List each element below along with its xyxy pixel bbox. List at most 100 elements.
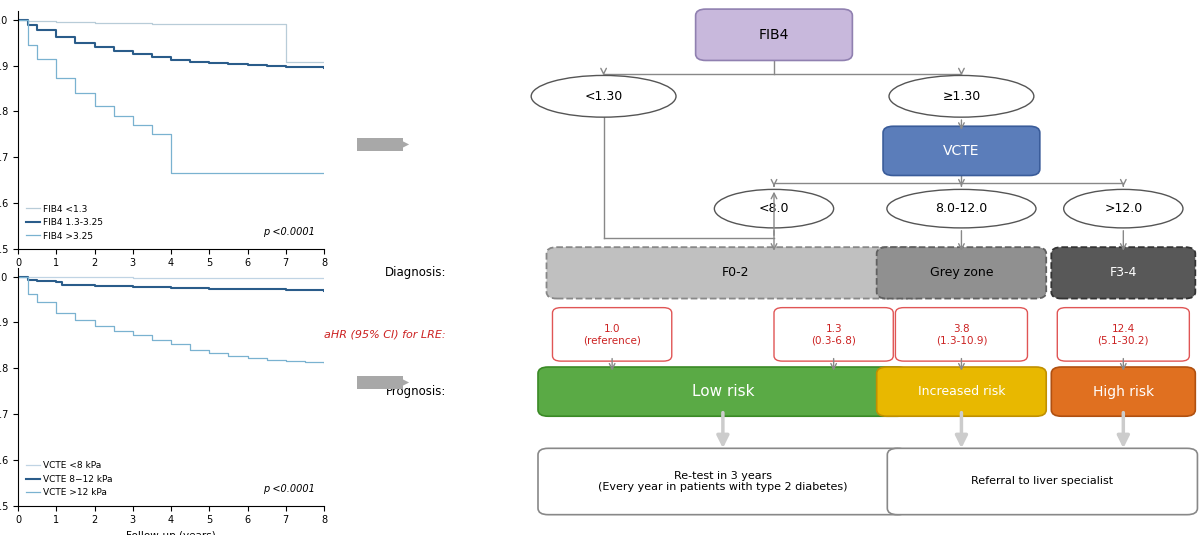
FIB4 >3.25 <box>182 170 197 177</box>
FancyBboxPatch shape <box>774 308 893 361</box>
VCTE 8−12 kPa <box>88 282 102 289</box>
FIB4 1.3-3.25 <box>30 27 44 33</box>
VCTE >12 kPa <box>126 332 140 339</box>
VCTE 8−12 kPa <box>11 273 25 280</box>
Text: Prognosis:: Prognosis: <box>385 385 446 398</box>
FIB4 >3.25 <box>30 56 44 62</box>
VCTE >12 kPa <box>163 341 179 347</box>
Text: Grey zone: Grey zone <box>930 266 994 279</box>
Text: <1.30: <1.30 <box>584 90 623 103</box>
VCTE >12 kPa <box>278 358 293 364</box>
Text: aHR (95% CI) for LRE:: aHR (95% CI) for LRE: <box>324 330 446 339</box>
Legend: VCTE <8 kPa, VCTE 8−12 kPa, VCTE >12 kPa: VCTE <8 kPa, VCTE 8−12 kPa, VCTE >12 kPa <box>23 458 116 501</box>
FancyBboxPatch shape <box>356 376 403 389</box>
FIB4 >3.25 <box>145 131 160 137</box>
Text: F3-4: F3-4 <box>1110 266 1138 279</box>
Text: ≥1.30: ≥1.30 <box>942 90 980 103</box>
VCTE >12 kPa <box>240 355 254 361</box>
Ellipse shape <box>1063 189 1183 228</box>
FIB4 >3.25 <box>298 170 312 177</box>
FIB4 1.3-3.25 <box>88 44 102 50</box>
FIB4 >3.25 <box>11 17 25 23</box>
VCTE <8 kPa <box>88 274 102 280</box>
VCTE >12 kPa <box>221 353 235 359</box>
FIB4 >3.25 <box>107 113 121 119</box>
FIB4 1.3-3.25 <box>107 47 121 54</box>
X-axis label: Follow-up (years): Follow-up (years) <box>126 531 216 535</box>
Text: 12.4
(5.1-30.2): 12.4 (5.1-30.2) <box>1098 324 1150 345</box>
VCTE >12 kPa <box>259 357 274 363</box>
Text: 1.0
(reference): 1.0 (reference) <box>583 324 641 345</box>
VCTE <8 kPa <box>221 275 235 281</box>
VCTE <8 kPa <box>278 275 293 281</box>
VCTE >12 kPa <box>88 323 102 329</box>
Line: VCTE >12 kPa: VCTE >12 kPa <box>18 277 324 363</box>
VCTE 8−12 kPa <box>163 285 179 291</box>
Text: High risk: High risk <box>1093 385 1154 399</box>
Text: Low risk: Low risk <box>691 384 754 399</box>
VCTE 8−12 kPa <box>55 282 70 288</box>
FancyBboxPatch shape <box>1057 308 1189 361</box>
VCTE <8 kPa <box>317 275 331 281</box>
Text: p <0.0001: p <0.0001 <box>263 227 314 237</box>
VCTE 8−12 kPa <box>145 284 160 291</box>
FIB4 1.3-3.25 <box>240 62 254 68</box>
FIB4 <1.3 <box>20 18 35 24</box>
Text: 8.0-12.0: 8.0-12.0 <box>935 202 988 215</box>
VCTE >12 kPa <box>30 299 44 305</box>
Text: F0-2: F0-2 <box>722 266 750 279</box>
Ellipse shape <box>887 189 1036 228</box>
Line: FIB4 1.3-3.25: FIB4 1.3-3.25 <box>18 20 324 68</box>
FancyBboxPatch shape <box>552 308 672 361</box>
FancyBboxPatch shape <box>895 308 1027 361</box>
FIB4 >3.25 <box>240 170 254 177</box>
FancyBboxPatch shape <box>1051 367 1195 416</box>
FIB4 <1.3 <box>278 59 293 65</box>
FancyBboxPatch shape <box>877 367 1046 416</box>
VCTE 8−12 kPa <box>30 278 44 285</box>
FancyBboxPatch shape <box>1051 247 1195 299</box>
VCTE >12 kPa <box>182 347 197 353</box>
VCTE 8−12 kPa <box>49 279 64 285</box>
FIB4 <1.3 <box>317 59 331 65</box>
FancyBboxPatch shape <box>877 247 1046 299</box>
FancyBboxPatch shape <box>883 126 1040 175</box>
VCTE <8 kPa <box>145 274 160 281</box>
VCTE 8−12 kPa <box>182 285 197 292</box>
FancyBboxPatch shape <box>887 448 1198 515</box>
VCTE <8 kPa <box>49 274 64 280</box>
Text: Referral to liver specialist: Referral to liver specialist <box>971 477 1114 486</box>
VCTE <8 kPa <box>11 273 25 280</box>
FancyBboxPatch shape <box>696 9 852 60</box>
FIB4 <1.3 <box>68 19 83 25</box>
FIB4 <1.3 <box>240 21 254 27</box>
VCTE 8−12 kPa <box>298 287 312 294</box>
FIB4 1.3-3.25 <box>126 50 140 57</box>
FIB4 <1.3 <box>298 59 312 65</box>
FIB4 1.3-3.25 <box>298 64 312 70</box>
Text: p <0.0001: p <0.0001 <box>263 484 314 494</box>
FIB4 1.3-3.25 <box>202 60 216 66</box>
Text: Re-test in 3 years
(Every year in patients with type 2 diabetes): Re-test in 3 years (Every year in patien… <box>598 471 847 492</box>
Text: FIB4: FIB4 <box>758 28 790 42</box>
FIB4 >3.25 <box>278 170 293 177</box>
Legend: FIB4 <1.3, FIB4 1.3-3.25, FIB4 >3.25: FIB4 <1.3, FIB4 1.3-3.25, FIB4 >3.25 <box>23 201 107 244</box>
VCTE 8−12 kPa <box>240 286 254 292</box>
Text: 3.8
(1.3-10.9): 3.8 (1.3-10.9) <box>936 324 988 345</box>
Line: VCTE <8 kPa: VCTE <8 kPa <box>18 277 324 278</box>
VCTE <8 kPa <box>68 274 83 280</box>
VCTE <8 kPa <box>298 275 312 281</box>
Text: VCTE: VCTE <box>943 144 979 158</box>
Line: FIB4 <1.3: FIB4 <1.3 <box>18 20 324 62</box>
FIB4 >3.25 <box>88 103 102 109</box>
FIB4 1.3-3.25 <box>317 65 331 71</box>
VCTE 8−12 kPa <box>221 285 235 292</box>
FIB4 <1.3 <box>221 21 235 27</box>
FIB4 1.3-3.25 <box>259 63 274 69</box>
VCTE 8−12 kPa <box>278 287 293 293</box>
Line: FIB4 >3.25: FIB4 >3.25 <box>18 20 324 173</box>
FIB4 1.3-3.25 <box>182 59 197 65</box>
Ellipse shape <box>714 189 834 228</box>
FIB4 <1.3 <box>259 21 274 27</box>
FIB4 1.3-3.25 <box>49 34 64 41</box>
